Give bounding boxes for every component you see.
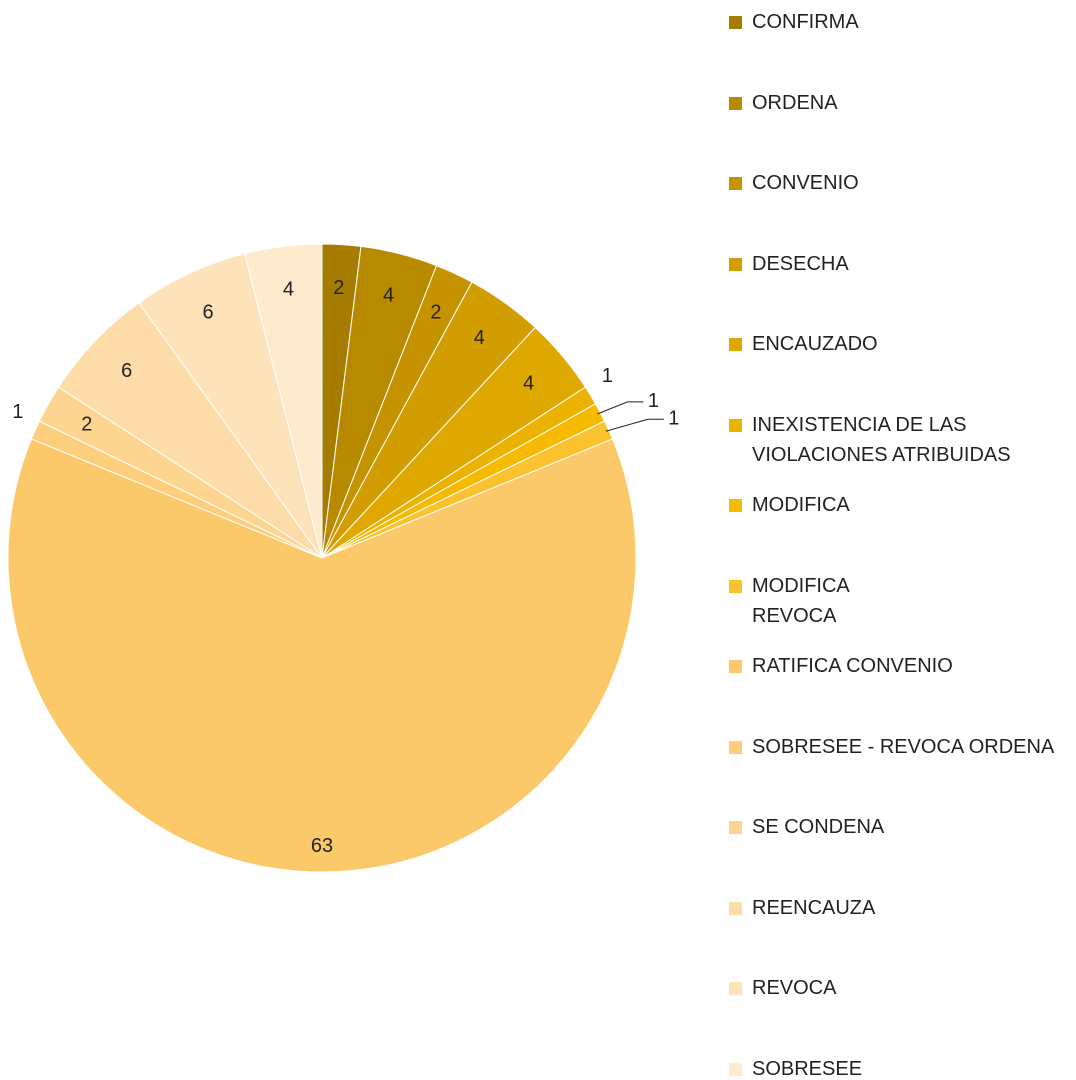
legend-swatch — [729, 257, 742, 271]
legend-swatch — [729, 1062, 742, 1076]
leader-line — [597, 401, 644, 415]
data-label: 63 — [311, 835, 333, 857]
data-label: 1 — [668, 408, 679, 430]
legend-label: MODIFICA — [752, 494, 850, 516]
data-label: 2 — [430, 301, 441, 323]
data-label: 1 — [602, 365, 613, 387]
legend-swatch — [729, 338, 742, 351]
legend-swatch — [729, 821, 742, 834]
data-label: 4 — [474, 327, 485, 349]
legend-label: SE CONDENA — [752, 816, 885, 838]
legend-label: ENCAUZADO — [752, 333, 878, 355]
data-label: 4 — [383, 285, 394, 307]
legend-label: CONVENIO — [752, 172, 859, 194]
legend-swatch — [729, 177, 742, 190]
pie-slice — [7, 438, 637, 873]
legend-label: RATIFICA CONVENIO — [752, 655, 953, 677]
legend-swatch — [729, 499, 742, 512]
legend-swatch — [729, 660, 742, 673]
legend-label: CONFIRMA — [752, 11, 859, 33]
legend-swatch — [729, 96, 742, 110]
data-label: 1 — [648, 390, 659, 412]
legend-swatch — [729, 16, 742, 29]
data-label: 1 — [12, 401, 23, 423]
data-label: 4 — [523, 372, 534, 394]
legend-label: REENCAUZA — [752, 896, 876, 919]
data-label: 6 — [203, 301, 214, 323]
legend-swatch — [729, 579, 742, 593]
pie-slice — [244, 243, 323, 559]
legend-swatch — [729, 418, 742, 432]
legend-label: SOBRESEE - REVOCA ORDENA — [752, 735, 1055, 758]
legend-label: REVOCA — [752, 977, 837, 999]
data-label: 6 — [121, 360, 132, 382]
leader-line — [605, 418, 664, 432]
legend-label: ORDENA — [752, 91, 838, 114]
legend-label: DESECHA — [752, 252, 849, 275]
legend-swatch — [729, 901, 742, 915]
data-label: 2 — [333, 277, 344, 299]
legend-label: SOBRESEE — [752, 1057, 863, 1080]
data-label: 2 — [81, 414, 92, 436]
legend-label: INEXISTENCIA DE LAS VIOLACIONES ATRIBUID… — [752, 413, 1011, 466]
data-label: 4 — [283, 278, 294, 300]
legend-swatch — [729, 740, 742, 754]
legend-swatch — [729, 982, 742, 995]
legend-label: MODIFICA REVOCA — [752, 574, 850, 627]
